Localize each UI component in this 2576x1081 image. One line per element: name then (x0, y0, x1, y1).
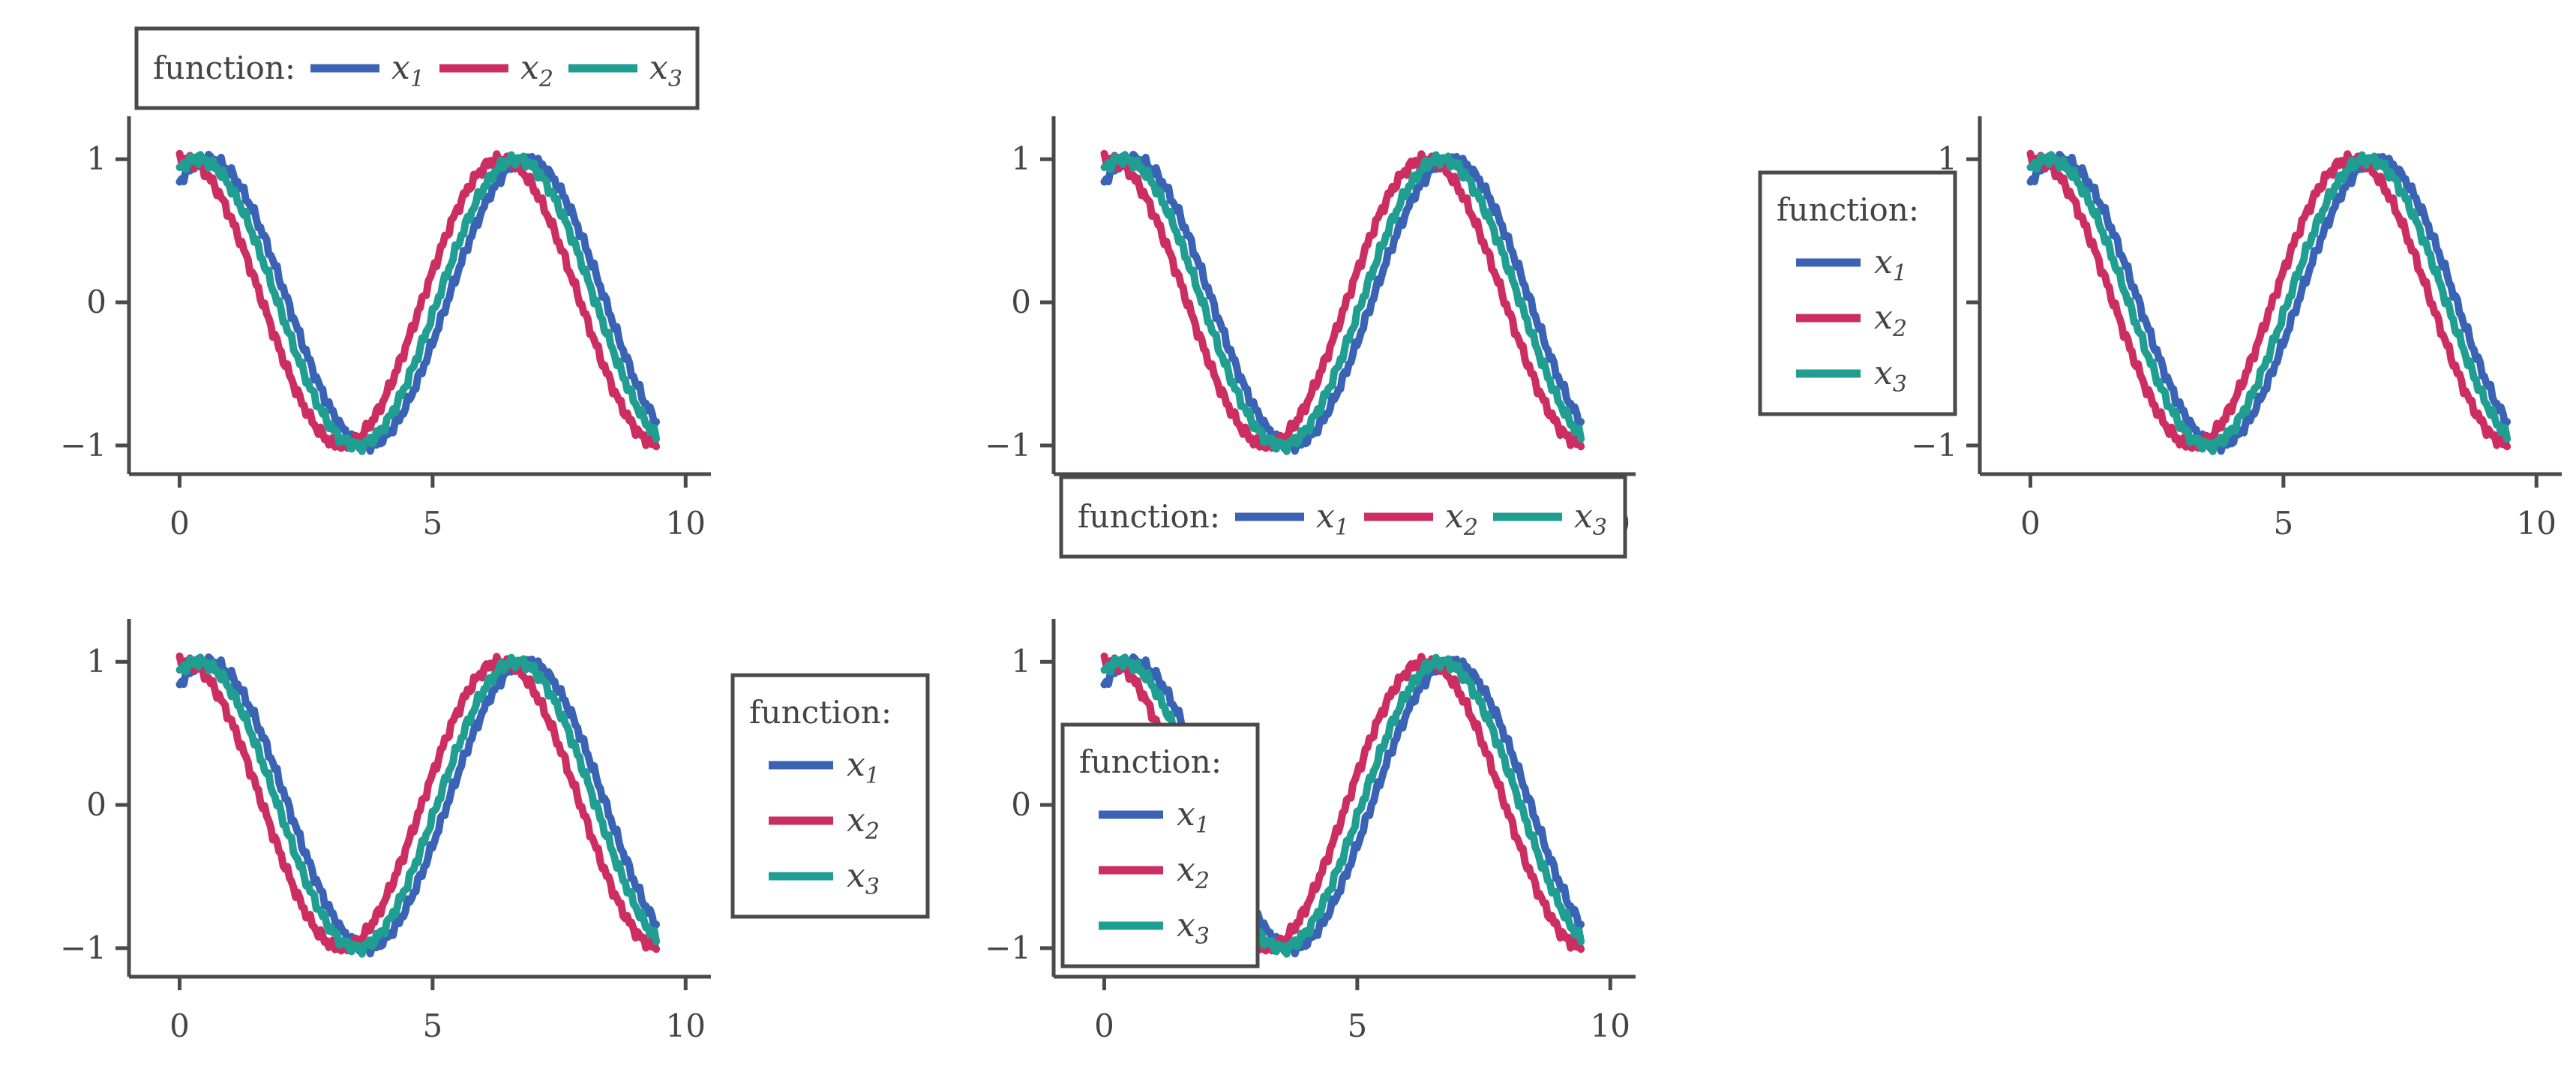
x-tick-label: 10 (666, 505, 706, 542)
y-tick-label: −1 (985, 427, 1031, 464)
y-tick-label: 1 (86, 643, 106, 680)
legend-entry-label: x1 (391, 49, 424, 92)
legend-title: function: (749, 694, 892, 731)
legend-1: function: x1 x2 x3 (134, 26, 700, 110)
legend-entry-label: x2 (1445, 497, 1478, 541)
legend-entry-label: x1 (1177, 795, 1210, 839)
legend-4: function: x1 x2 x3 (730, 673, 930, 919)
legend-title: function: (1079, 743, 1222, 780)
y-tick-label: 0 (86, 284, 106, 320)
x-tick-label: 0 (2020, 505, 2041, 542)
x-tick-label: 10 (666, 1007, 706, 1044)
series-line-x3 (2026, 151, 2512, 455)
x-tick-label: 0 (169, 505, 190, 542)
series-line-x1 (175, 151, 661, 455)
y-tick-label: 1 (1011, 140, 1031, 177)
series-line-x3 (175, 653, 661, 958)
series-line-x1 (2026, 151, 2512, 455)
y-tick-label: 1 (86, 140, 106, 177)
legend-5: function: x1 x2 x3 (1060, 722, 1260, 968)
y-tick-label: 0 (1011, 786, 1031, 823)
y-tick-label: 1 (1011, 643, 1031, 680)
x-tick-label: 10 (1591, 1007, 1630, 1044)
legend-entry-label: x2 (520, 49, 553, 92)
series-line-x2 (175, 149, 661, 452)
y-tick-label: −1 (1911, 427, 1957, 464)
legend-entry-label: x1 (847, 746, 880, 789)
x-tick-label: 5 (1348, 1007, 1368, 1044)
series-line-x3 (1100, 151, 1585, 455)
series-line-x3 (175, 151, 661, 455)
x-tick-label: 5 (423, 1007, 443, 1044)
series-line-x1 (175, 653, 661, 958)
series-line-x1 (1100, 151, 1585, 455)
legend-3: function: x1 x2 x3 (1758, 170, 1957, 416)
legend-title: function: (1078, 498, 1220, 535)
legend-2: function: x1 x2 x3 (1059, 475, 1627, 559)
series-line-x2 (2026, 149, 2512, 452)
series-line-x2 (175, 652, 661, 955)
x-tick-label: 5 (2274, 505, 2294, 542)
legend-title: function: (153, 50, 295, 86)
legend-entry-label: x3 (1574, 497, 1607, 541)
legend-entry-label: x3 (649, 49, 682, 92)
y-tick-label: 0 (86, 786, 106, 823)
legend-entry-label: x2 (1874, 299, 1907, 342)
legend-entry-label: x3 (1177, 906, 1210, 950)
legend-entry-label: x3 (1874, 354, 1907, 398)
y-tick-label: −1 (985, 929, 1031, 966)
legend-entry-label: x1 (1316, 497, 1349, 541)
x-tick-label: 5 (423, 505, 443, 542)
legend-title: function: (1777, 191, 1919, 228)
x-tick-label: 0 (169, 1007, 190, 1044)
y-tick-label: −1 (60, 427, 106, 464)
legend-box (1059, 475, 1627, 559)
legend-entry-label: x3 (847, 857, 880, 900)
legend-entry-label: x1 (1874, 243, 1907, 287)
x-tick-label: 0 (1094, 1007, 1114, 1044)
series-line-x2 (1100, 149, 1585, 452)
x-tick-label: 10 (2517, 505, 2557, 542)
y-tick-label: −1 (60, 929, 106, 966)
legend-entry-label: x2 (847, 801, 880, 845)
y-tick-label: 0 (1011, 284, 1031, 320)
legend-entry-label: x2 (1177, 851, 1210, 894)
